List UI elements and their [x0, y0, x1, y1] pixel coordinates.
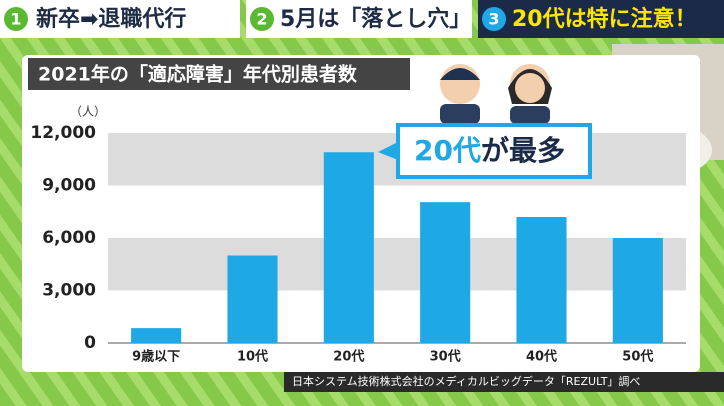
tab-number: 3 — [488, 10, 499, 29]
y-tick-label: 12,000 — [30, 123, 96, 143]
title-box — [28, 58, 410, 90]
grid-band — [108, 238, 686, 291]
bar — [420, 202, 471, 343]
tab-label: 5月は「落とし穴」 — [280, 6, 471, 32]
tab-number: 2 — [256, 10, 267, 29]
annotation: 20代が最多 — [378, 123, 592, 179]
y-tick-label: 3,000 — [42, 281, 96, 301]
y-tick-label: 9,000 — [42, 176, 96, 196]
y-axis-label: （人） — [70, 105, 106, 119]
annotation-highlight: 20代 — [414, 134, 481, 167]
tab: 1 新卒➡退職代行 — [0, 0, 240, 38]
annotation-text: 20代が最多 — [414, 134, 565, 167]
y-tick-label: 0 — [84, 333, 96, 353]
x-tick-label: 50代 — [622, 349, 653, 365]
x-tick-label: 20代 — [333, 349, 364, 365]
tab-label: 20代は特に注意！ — [512, 6, 697, 32]
source-box — [284, 372, 724, 392]
bar — [227, 255, 278, 343]
x-tick-label: 9歳以下 — [132, 349, 180, 365]
tab-label: 新卒➡退職代行 — [36, 6, 186, 32]
bar — [612, 238, 663, 343]
bar — [131, 328, 182, 343]
source: 日本システム技術株式会社のメディカルビッグデータ「REZULT」調べ — [292, 374, 640, 388]
x-tick-label: 30代 — [430, 349, 461, 365]
y-tick-label: 6,000 — [42, 228, 96, 248]
tab-number: 1 — [10, 10, 21, 29]
bar — [323, 152, 374, 343]
x-tick-label: 40代 — [526, 349, 557, 365]
x-tick-label: 10代 — [237, 349, 268, 365]
annotation-rest: が最多 — [481, 134, 565, 167]
tab: 2 5月は「落とし穴」 — [246, 0, 472, 38]
illustration — [440, 64, 552, 124]
bar — [516, 217, 567, 343]
tab: 3 20代は特に注意！ — [478, 0, 724, 38]
chart-title: 2021年の「適応障害」年代別患者数 — [38, 63, 358, 86]
